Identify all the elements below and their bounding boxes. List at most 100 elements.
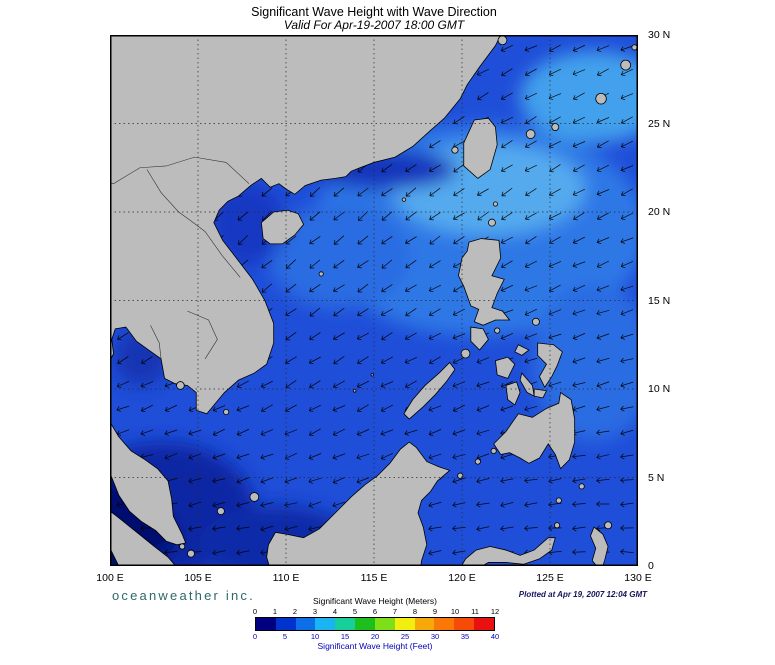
wave-direction-arrow <box>500 525 514 532</box>
wave-direction-arrow <box>309 211 321 221</box>
wave-direction-arrow <box>453 236 465 245</box>
feet-tick: 5 <box>282 632 288 641</box>
wave-direction-arrow <box>548 68 562 77</box>
wave-direction-arrow <box>501 212 513 221</box>
chart-header: Significant Wave Height with Wave Direct… <box>110 5 638 32</box>
landmass-bohol <box>534 389 546 398</box>
wave-direction-arrow <box>261 259 273 269</box>
wave-direction-arrow <box>620 45 634 52</box>
feet-tick: 25 <box>400 632 410 641</box>
wave-direction-arrow <box>453 188 465 197</box>
wave-direction-arrow <box>236 477 250 484</box>
wave-direction-arrow <box>477 211 489 221</box>
country-border <box>150 325 161 359</box>
wave-direction-arrow <box>572 236 585 245</box>
lat-tick-label: 15 N <box>648 294 671 307</box>
landmasses <box>110 35 637 566</box>
wave-direction-arrow <box>237 211 249 221</box>
wave-direction-arrow <box>237 235 248 245</box>
wave-direction-arrow <box>620 405 634 412</box>
wave-direction-arrow <box>572 141 586 148</box>
wave-direction-arrow <box>452 501 466 508</box>
wave-direction-arrow <box>524 357 538 364</box>
wave-direction-arrow <box>260 477 274 484</box>
wave-direction-arrow <box>452 381 466 388</box>
small-island <box>605 522 612 529</box>
wave-direction-arrow <box>524 285 538 292</box>
wave-direction-arrow <box>405 284 417 293</box>
wave-direction-arrow <box>357 404 369 413</box>
wave-direction-arrow <box>620 501 634 508</box>
wave-direction-arrow <box>524 92 538 101</box>
wave-direction-arrow <box>429 140 441 149</box>
wave-direction-arrow <box>620 237 634 244</box>
meters-tick: 3 <box>312 607 318 616</box>
wave-direction-arrow <box>452 549 466 556</box>
small-island <box>475 459 480 464</box>
small-island <box>596 93 607 104</box>
wave-direction-arrow <box>285 331 297 341</box>
wave-direction-arrow <box>285 283 297 293</box>
wave-direction-arrow <box>620 453 634 460</box>
lat-tick-label: 30 N <box>648 29 671 41</box>
wave-direction-arrow <box>236 405 250 412</box>
wave-direction-arrow <box>501 68 513 77</box>
wave-direction-arrow <box>261 404 273 413</box>
wave-direction-arrow <box>284 477 298 484</box>
wave-direction-arrow <box>548 284 561 293</box>
wave-direction-arrow <box>308 501 322 508</box>
wave-direction-arrow <box>620 477 634 484</box>
colorbar-segment <box>335 618 356 630</box>
small-island <box>632 45 637 50</box>
lon-tick-label: 130 E <box>624 572 652 584</box>
wave-direction-arrow <box>524 308 538 317</box>
meters-tick: 0 <box>252 607 258 616</box>
feet-tick: 30 <box>430 632 440 641</box>
wave-direction-arrow <box>620 309 634 316</box>
landmass-mindoro <box>471 327 489 350</box>
wave-direction-arrow <box>548 381 562 388</box>
legend-feet-label: Significant Wave Height (Feet) <box>317 641 433 651</box>
wave-direction-arrow <box>309 380 321 389</box>
wave-direction-arrow <box>572 381 586 388</box>
wave-direction-arrow <box>356 429 370 436</box>
wave-direction-arrow <box>596 453 610 460</box>
landmass-borneo <box>267 442 450 566</box>
small-island <box>217 508 224 515</box>
wave-direction-arrow <box>452 429 466 436</box>
plotted-timestamp: Plotted at Apr 19, 2007 12:04 GMT <box>518 590 647 599</box>
wave-direction-arrow <box>572 69 586 76</box>
wave-direction-arrow <box>356 453 370 460</box>
wave-direction-arrow <box>357 283 369 293</box>
meters-tick: 6 <box>372 607 378 616</box>
wave-direction-arrow <box>308 477 322 484</box>
wave-direction-arrow <box>429 187 441 197</box>
wave-direction-arrow <box>452 356 465 365</box>
longitude-axis: 100 E 105 E 110 E 115 E 120 E 125 E 130 E <box>96 572 651 586</box>
wave-direction-arrow <box>188 477 202 484</box>
lon-tick-label: 125 E <box>536 572 564 584</box>
wave-direction-arrow <box>261 283 273 293</box>
meters-tick: 12 <box>490 607 500 616</box>
landmass-mindanao <box>494 393 575 469</box>
wave-direction-arrow <box>333 211 345 221</box>
small-island <box>250 493 259 502</box>
wave-direction-arrow <box>548 477 562 484</box>
wave-direction-arrow <box>572 92 585 101</box>
wave-direction-arrow <box>501 140 513 149</box>
colorbar-segment <box>295 618 316 630</box>
wave-direction-arrow <box>140 381 154 388</box>
map-frame <box>110 35 638 566</box>
wave-direction-arrow <box>405 236 417 245</box>
wave-direction-arrow <box>357 187 369 197</box>
wave-direction-arrow <box>357 260 369 269</box>
wave-direction-arrow <box>236 380 249 389</box>
wave-direction-arrow <box>405 307 417 317</box>
wave-direction-arrow <box>380 404 393 413</box>
wave-direction-arrow <box>500 477 514 484</box>
wave-direction-arrow <box>573 212 585 221</box>
wave-direction-arrow <box>572 453 586 460</box>
wave-direction-arrow <box>236 501 250 508</box>
wave-direction-arrow <box>620 285 634 292</box>
